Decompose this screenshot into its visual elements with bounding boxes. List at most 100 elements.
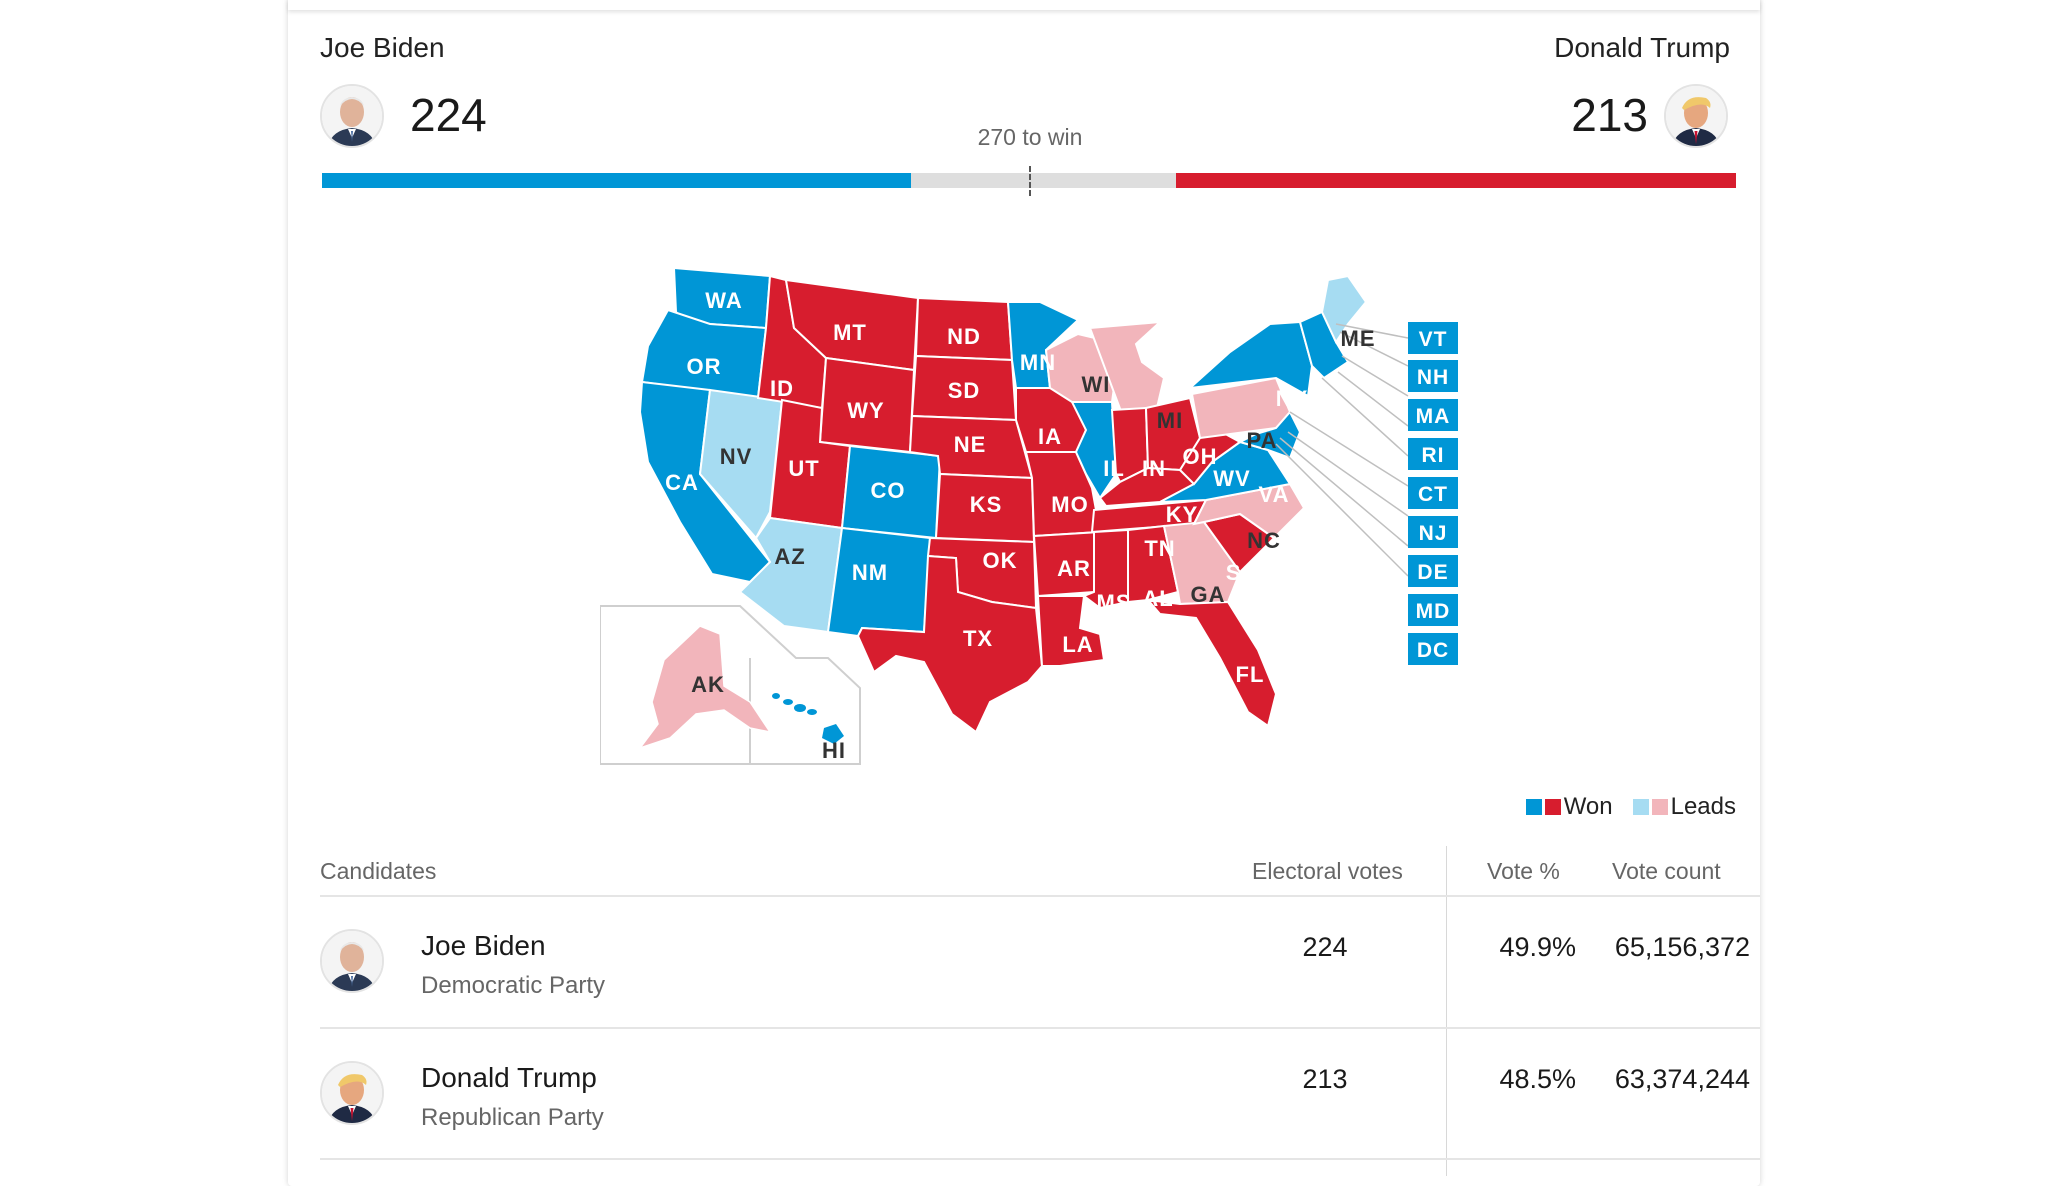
small-state-boxes: VT NH MA RI CT NJ DE MD DC <box>1408 322 1458 665</box>
label-or: OR <box>687 354 722 379</box>
table-row-divider <box>320 1027 1760 1029</box>
trump-row-avatar <box>320 1061 384 1125</box>
legend-leads-label: Leads <box>1670 793 1736 820</box>
biden-portrait-icon <box>322 86 382 146</box>
map-legend: Won Leads <box>1514 793 1736 821</box>
box-md[interactable] <box>1408 594 1458 626</box>
box-ma[interactable] <box>1408 399 1458 431</box>
box-ri[interactable] <box>1408 438 1458 470</box>
trump-portrait-icon <box>322 1063 382 1123</box>
label-ma: MA <box>1416 405 1451 428</box>
label-oh: OH <box>1183 444 1218 469</box>
label-mo: MO <box>1051 492 1088 517</box>
trump-progress-fill <box>1176 173 1736 188</box>
dem-leads-swatch <box>1632 799 1649 815</box>
label-wy: WY <box>847 398 884 423</box>
label-me: ME <box>1341 326 1376 351</box>
label-nc: NC <box>1247 528 1281 553</box>
label-ct: CT <box>1418 483 1448 506</box>
card-top-edge <box>288 0 1760 10</box>
label-ks: KS <box>970 492 1003 517</box>
legend-won-label: Won <box>1563 793 1613 820</box>
state-fl[interactable] <box>1145 598 1278 728</box>
label-mn: MN <box>1020 350 1056 375</box>
label-sd: SD <box>948 378 981 403</box>
legend-leads: Leads <box>1632 793 1736 821</box>
box-nh[interactable] <box>1408 360 1458 392</box>
state-shapes <box>600 266 1368 765</box>
label-nh: NH <box>1417 366 1449 389</box>
label-tx: TX <box>963 626 993 651</box>
rep-leads-swatch <box>1651 799 1668 815</box>
biden-electoral-count: 224 <box>410 89 487 141</box>
state-hi[interactable] <box>772 693 844 744</box>
win-threshold-marker <box>1029 166 1031 196</box>
label-wi: WI <box>1082 372 1111 397</box>
label-va: VA <box>1259 482 1290 507</box>
label-id: ID <box>770 376 794 401</box>
row-electoral-votes: 213 <box>1302 1064 1348 1094</box>
label-wa: WA <box>705 288 742 313</box>
state-me[interactable] <box>1320 274 1368 345</box>
label-il: IL <box>1103 456 1125 481</box>
trump-avatar <box>1664 84 1728 148</box>
label-nj: NJ <box>1419 522 1448 545</box>
label-ar: AR <box>1057 556 1091 581</box>
label-ia: IA <box>1038 424 1062 449</box>
box-vt[interactable] <box>1408 322 1458 354</box>
label-ga: GA <box>1191 582 1226 607</box>
state-tx[interactable] <box>856 554 1044 734</box>
trump-electoral-count: 213 <box>1571 89 1648 141</box>
to-win-label: 270 to win <box>977 124 1083 150</box>
label-tn: TN <box>1144 536 1175 561</box>
row-electoral-votes: 224 <box>1302 932 1348 962</box>
us-electoral-map[interactable]: VT NH MA RI CT NJ DE MD DC WA OR CA NV I… <box>600 262 1460 772</box>
state-labels: WA OR CA NV ID MT WY UT AZ CO NM ND SD N… <box>665 288 1376 763</box>
row-candidate-name: Donald Trump <box>421 1062 597 1093</box>
leader-lines <box>1275 323 1409 577</box>
row-vote-pct: 49.9% <box>1499 932 1576 962</box>
label-fl: FL <box>1236 662 1265 687</box>
biden-progress-fill <box>322 173 911 188</box>
box-ct[interactable] <box>1408 477 1458 509</box>
biden-header-name: Joe Biden <box>320 32 445 63</box>
label-ok: OK <box>983 548 1018 573</box>
label-la: LA <box>1062 632 1093 657</box>
box-nj[interactable] <box>1408 516 1458 548</box>
label-nd: ND <box>947 324 981 349</box>
box-dc[interactable] <box>1408 633 1458 665</box>
row-vote-count: 63,374,244 <box>1614 1064 1750 1094</box>
table-row-divider <box>320 1158 1760 1160</box>
label-pa: PA <box>1247 428 1278 453</box>
box-de[interactable] <box>1408 555 1458 587</box>
trump-portrait-icon <box>1666 86 1726 146</box>
state-mid-atlantic[interactable] <box>1237 410 1302 460</box>
legend-won: Won <box>1525 793 1613 821</box>
label-wv: WV <box>1213 466 1250 491</box>
label-ms: MS <box>1097 590 1132 615</box>
state-al[interactable] <box>1127 524 1180 604</box>
label-md: MD <box>1416 600 1451 623</box>
label-nm: NM <box>852 560 888 585</box>
state-ak[interactable] <box>637 625 772 750</box>
rep-won-swatch <box>1544 799 1561 815</box>
label-hi: HI <box>822 738 846 763</box>
label-ca: CA <box>665 470 699 495</box>
label-dc: DC <box>1417 639 1449 662</box>
label-mi: MI <box>1157 408 1183 433</box>
header-vote-count: Vote count <box>1612 858 1721 884</box>
biden-avatar <box>320 84 384 148</box>
header-electoral-votes: Electoral votes <box>1252 858 1403 884</box>
row-vote-count: 65,156,372 <box>1614 932 1750 962</box>
header-vote-pct: Vote % <box>1487 858 1560 884</box>
row-party: Democratic Party <box>421 972 606 999</box>
label-de: DE <box>1417 561 1448 584</box>
label-in: IN <box>1142 456 1166 481</box>
biden-row-avatar <box>320 929 384 993</box>
header-candidates: Candidates <box>320 858 437 884</box>
label-co: CO <box>871 478 906 503</box>
table-column-divider <box>1446 846 1447 1176</box>
trump-header-name: Donald Trump <box>1554 32 1730 63</box>
dem-won-swatch <box>1525 799 1542 815</box>
state-la[interactable] <box>1036 595 1106 667</box>
